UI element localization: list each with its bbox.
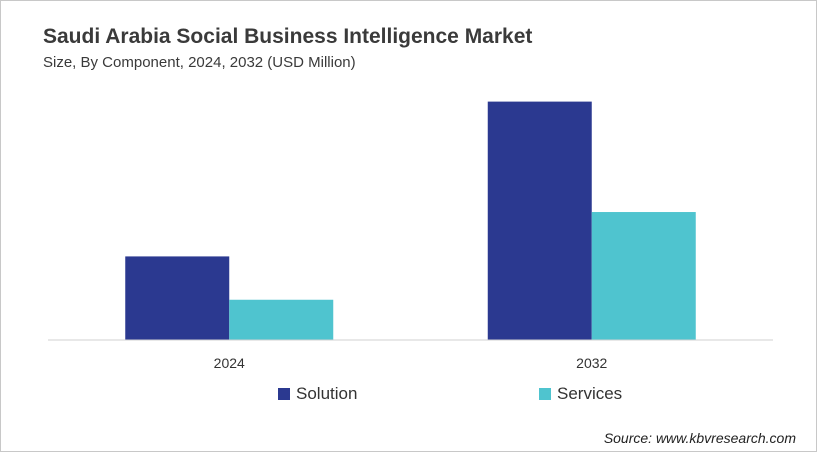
bar-solution-2024 — [125, 256, 230, 340]
legend-item-services: Services — [539, 384, 622, 404]
legend-swatch-solution — [278, 388, 290, 400]
legend-swatch-services — [539, 388, 551, 400]
legend-item-solution: Solution — [278, 384, 357, 404]
chart-title: Saudi Arabia Social Business Intelligenc… — [43, 25, 533, 48]
legend: Solution Services — [1, 384, 817, 406]
x-tick-labels: 2024 2032 — [214, 355, 608, 371]
legend-label-services: Services — [557, 384, 623, 403]
bars-group — [125, 101, 696, 340]
bar-services-2032 — [591, 212, 696, 340]
legend-label-solution: Solution — [296, 384, 358, 403]
x-tick-label-2024: 2024 — [214, 355, 245, 371]
chart-subtitle: Size, By Component, 2024, 2032 (USD Mill… — [43, 54, 356, 71]
source-note: Source: www.kbvresearch.com — [603, 430, 796, 446]
x-tick-label-2032: 2032 — [576, 355, 607, 371]
bar-services-2024 — [229, 299, 334, 340]
bar-solution-2032 — [487, 101, 592, 340]
